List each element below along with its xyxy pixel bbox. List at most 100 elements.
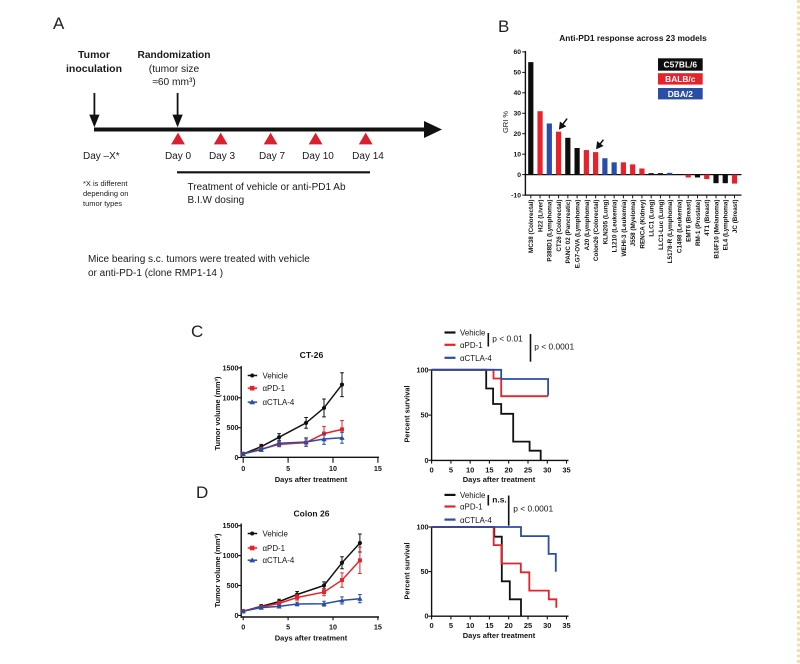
svg-text:DBA/2: DBA/2 — [668, 89, 693, 99]
svg-text:LLC1 (Lung): LLC1 (Lung) — [649, 200, 656, 237]
svg-text:Colon26 (Colorectal): Colon26 (Colorectal) — [593, 200, 600, 262]
svg-text:0: 0 — [241, 464, 245, 473]
svg-text:Vehicle: Vehicle — [460, 491, 486, 500]
svg-text:Vehicle: Vehicle — [263, 530, 289, 539]
svg-text:25: 25 — [524, 621, 532, 630]
svg-text:E.G7-OVA (Lymphoma): E.G7-OVA (Lymphoma) — [575, 200, 582, 269]
svg-text:0: 0 — [430, 621, 434, 630]
svg-text:P388D1 (Lymphoma): P388D1 (Lymphoma) — [547, 200, 554, 262]
svg-text:20: 20 — [513, 131, 521, 138]
svg-text:J558 (Myeloma): J558 (Myeloma) — [630, 200, 637, 247]
svg-text:0: 0 — [425, 456, 429, 465]
svg-text:35: 35 — [562, 466, 570, 475]
svg-text:Days after treatment: Days after treatment — [275, 475, 348, 484]
svg-text:4T1 (Breast): 4T1 (Breast) — [704, 200, 711, 236]
svg-text:60: 60 — [513, 49, 521, 56]
svg-text:CT-26: CT-26 — [300, 350, 324, 360]
svg-text:30: 30 — [543, 466, 551, 475]
svg-text:5: 5 — [286, 464, 290, 473]
svg-text:-10: -10 — [511, 192, 521, 199]
svg-text:40: 40 — [513, 90, 521, 97]
svg-text:Vehicle: Vehicle — [263, 372, 289, 381]
svg-text:Vehicle: Vehicle — [460, 329, 486, 338]
svg-text:p < 0.0001: p < 0.0001 — [513, 503, 553, 513]
svg-text:αCTLA-4: αCTLA-4 — [460, 354, 492, 363]
svg-text:H22 (Liver): H22 (Liver) — [537, 200, 544, 233]
svg-text:0: 0 — [430, 466, 434, 475]
svg-text:A20 (Lymphoma): A20 (Lymphoma) — [584, 200, 591, 251]
svg-text:500: 500 — [227, 423, 239, 432]
svg-text:1500: 1500 — [223, 363, 239, 372]
svg-text:10: 10 — [466, 621, 474, 630]
svg-text:100: 100 — [417, 365, 429, 374]
svg-text:αCTLA-4: αCTLA-4 — [263, 556, 295, 565]
svg-text:30: 30 — [513, 111, 521, 118]
svg-text:15: 15 — [485, 466, 493, 475]
svg-text:15: 15 — [374, 464, 382, 473]
svg-text:L5178-R (Lymphoma): L5178-R (Lymphoma) — [667, 200, 674, 264]
svg-text:B16F10 (Melanoma): B16F10 (Melanoma) — [713, 200, 720, 259]
svg-text:RM-1 (Prostate): RM-1 (Prostate) — [695, 200, 702, 247]
svg-text:10: 10 — [466, 466, 474, 475]
svg-text:5: 5 — [449, 466, 453, 475]
svg-text:n.s.: n.s. — [492, 495, 506, 505]
svg-text:C1498 (Leukemia): C1498 (Leukemia) — [676, 200, 683, 254]
svg-text:C57BL/6: C57BL/6 — [664, 60, 698, 70]
svg-text:15: 15 — [374, 623, 382, 632]
svg-text:500: 500 — [227, 581, 239, 590]
svg-text:αCTLA-4: αCTLA-4 — [460, 516, 492, 525]
svg-text:MC38 (Colorectal): MC38 (Colorectal) — [528, 200, 535, 254]
svg-text:100: 100 — [417, 523, 429, 532]
svg-text:αPD-1: αPD-1 — [263, 544, 286, 553]
svg-text:0: 0 — [235, 611, 239, 620]
svg-text:25: 25 — [524, 466, 532, 475]
svg-text:50: 50 — [513, 70, 521, 77]
svg-text:0: 0 — [241, 623, 245, 632]
svg-text:Percent survival: Percent survival — [403, 542, 412, 599]
svg-text:1500: 1500 — [223, 521, 239, 530]
svg-text:10: 10 — [329, 623, 337, 632]
svg-text:10: 10 — [329, 464, 337, 473]
svg-text:20: 20 — [505, 621, 513, 630]
svg-text:1000: 1000 — [223, 393, 239, 402]
svg-text:p < 0.01: p < 0.01 — [492, 334, 523, 344]
svg-text:Anti-PD1 response across 23 mo: Anti-PD1 response across 23 models — [559, 33, 707, 43]
svg-text:Tumor volume (mm³): Tumor volume (mm³) — [213, 376, 222, 451]
svg-text:Days after treatment: Days after treatment — [463, 475, 536, 484]
svg-text:15: 15 — [485, 621, 493, 630]
svg-text:Colon 26: Colon 26 — [294, 509, 330, 519]
svg-text:0: 0 — [235, 453, 239, 462]
svg-text:CT26 (Colorectal): CT26 (Colorectal) — [556, 200, 563, 252]
svg-text:Percent survival: Percent survival — [403, 385, 412, 442]
svg-text:20: 20 — [505, 466, 513, 475]
svg-text:Days after treatment: Days after treatment — [275, 633, 348, 642]
svg-text:PANC 02 (Pancreatic): PANC 02 (Pancreatic) — [565, 200, 572, 264]
svg-text:50: 50 — [421, 411, 429, 420]
svg-text:35: 35 — [562, 621, 570, 630]
svg-text:JC (Breast): JC (Breast) — [732, 200, 739, 234]
svg-text:Days after treatment: Days after treatment — [463, 631, 536, 640]
svg-text:0: 0 — [425, 612, 429, 621]
svg-text:30: 30 — [543, 621, 551, 630]
svg-text:EL4 (Lymphoma): EL4 (Lymphoma) — [723, 200, 730, 251]
svg-text:αCTLA-4: αCTLA-4 — [263, 398, 295, 407]
svg-text:RENCA (Kidney): RENCA (Kidney) — [639, 200, 646, 249]
svg-text:BALB/c: BALB/c — [665, 74, 696, 84]
svg-text:GRI %: GRI % — [501, 111, 510, 133]
svg-text:50: 50 — [421, 567, 429, 576]
svg-text:5: 5 — [286, 623, 290, 632]
svg-text:αPD-1: αPD-1 — [460, 341, 483, 350]
svg-text:10: 10 — [513, 152, 521, 159]
svg-text:LLC1-Luc (Lung): LLC1-Luc (Lung) — [658, 200, 665, 250]
svg-text:0: 0 — [517, 172, 521, 179]
svg-text:L1210 (Leukemia): L1210 (Leukemia) — [612, 200, 619, 253]
svg-text:KLN205 (Lung): KLN205 (Lung) — [602, 200, 609, 245]
svg-text:WEHI-3 (Leukemia): WEHI-3 (Leukemia) — [621, 200, 628, 257]
svg-text:5: 5 — [449, 621, 453, 630]
svg-text:αPD-1: αPD-1 — [263, 384, 286, 393]
svg-text:1000: 1000 — [223, 551, 239, 560]
svg-text:Tumor volume (mm³): Tumor volume (mm³) — [213, 533, 222, 608]
svg-text:αPD-1: αPD-1 — [460, 503, 483, 512]
svg-text:p < 0.0001: p < 0.0001 — [534, 341, 574, 351]
svg-text:EMT6 (Breast): EMT6 (Breast) — [686, 200, 693, 242]
